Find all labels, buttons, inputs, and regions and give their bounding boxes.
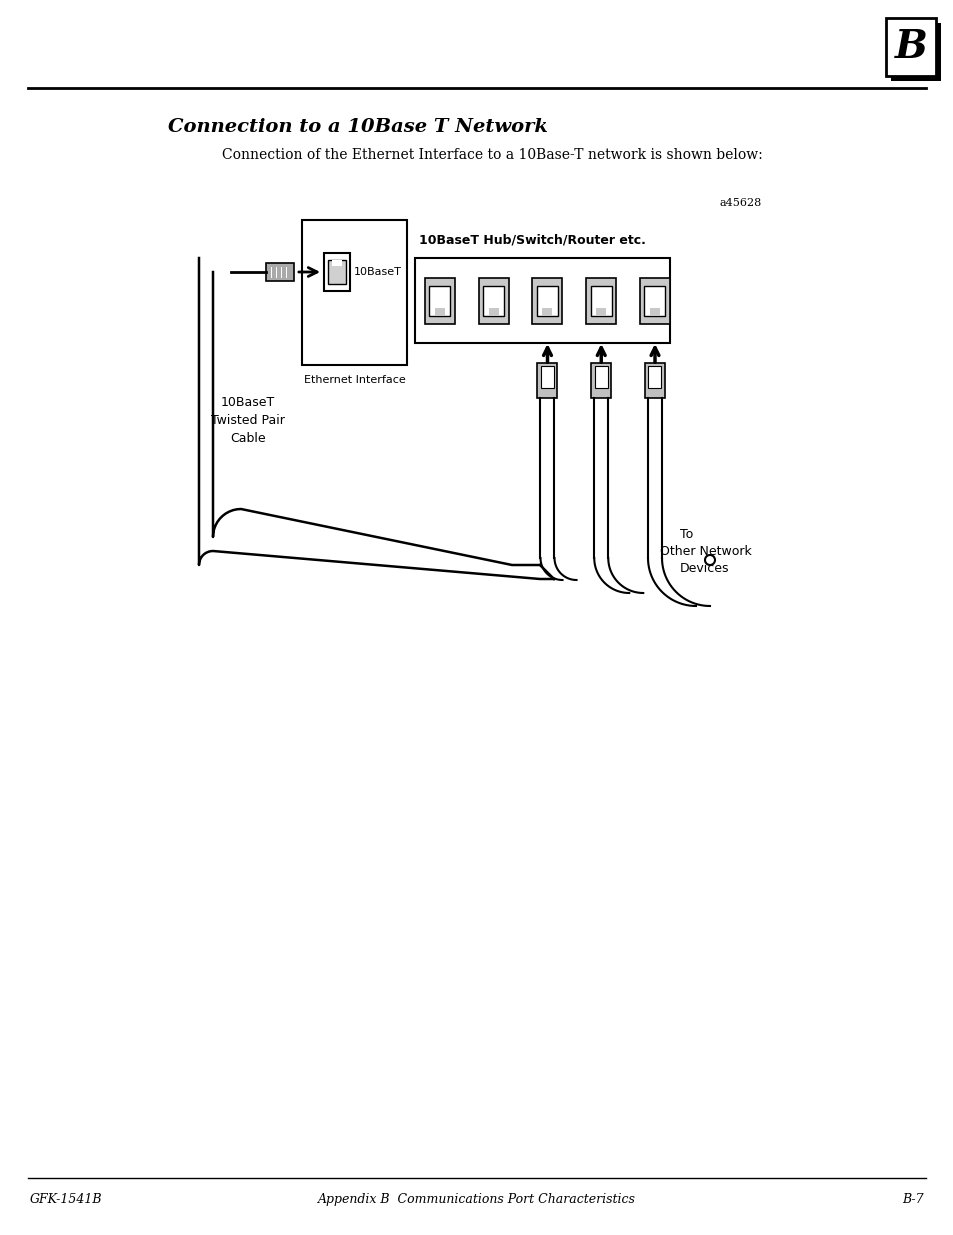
Bar <box>424 278 455 324</box>
Text: 10BaseT
Twisted Pair
Cable: 10BaseT Twisted Pair Cable <box>211 395 285 445</box>
Bar <box>532 278 562 324</box>
Bar <box>332 261 341 266</box>
Text: Connection to a 10Base T Network: Connection to a 10Base T Network <box>168 119 547 136</box>
Bar <box>586 278 616 324</box>
Text: Devices: Devices <box>679 562 729 576</box>
Bar <box>542 308 552 315</box>
Bar <box>890 23 940 82</box>
Text: 10BaseT Hub/Switch/Router etc.: 10BaseT Hub/Switch/Router etc. <box>418 233 645 246</box>
Text: B-7: B-7 <box>902 1193 923 1207</box>
Text: Ethernet Interface: Ethernet Interface <box>303 375 405 385</box>
Bar <box>302 220 407 366</box>
Bar <box>639 278 669 324</box>
Bar <box>596 308 605 315</box>
Text: a45628: a45628 <box>720 198 761 207</box>
Text: Connection of the Ethernet Interface to a 10Base-T network is shown below:: Connection of the Ethernet Interface to … <box>222 148 762 162</box>
Bar <box>590 285 611 315</box>
Bar <box>885 19 935 77</box>
Bar <box>478 278 508 324</box>
Bar <box>537 285 558 315</box>
Bar <box>328 261 346 284</box>
Text: GFK-1541B: GFK-1541B <box>30 1193 102 1207</box>
Bar <box>415 258 669 343</box>
Bar <box>644 285 665 315</box>
Bar <box>649 308 659 315</box>
Text: Other Network: Other Network <box>659 545 751 558</box>
Bar <box>594 366 607 388</box>
Bar <box>266 263 294 282</box>
Bar <box>537 363 557 398</box>
Bar <box>324 253 350 291</box>
Bar <box>540 366 554 388</box>
Bar <box>429 285 450 315</box>
Bar <box>435 308 444 315</box>
Bar <box>483 285 504 315</box>
Text: B: B <box>894 28 926 65</box>
Bar <box>644 363 664 398</box>
Bar <box>591 363 611 398</box>
Bar <box>488 308 498 315</box>
Bar <box>648 366 660 388</box>
Text: 10BaseT: 10BaseT <box>354 267 401 277</box>
Text: Appendix B  Communications Port Characteristics: Appendix B Communications Port Character… <box>317 1193 636 1207</box>
Text: To: To <box>679 529 693 541</box>
